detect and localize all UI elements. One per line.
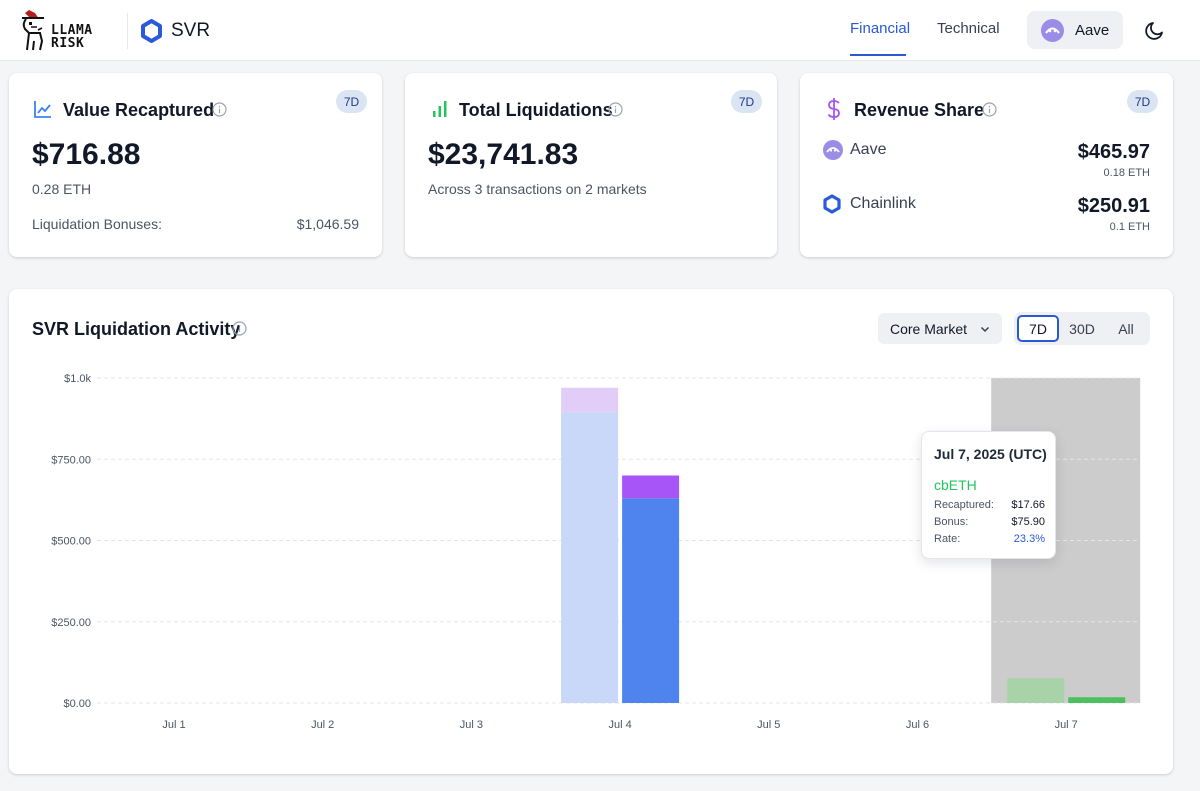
total-liquidations-amount: $23,741.83 bbox=[428, 138, 579, 171]
period-badge: 7D bbox=[1127, 90, 1158, 113]
y-tick-label: $1.0k bbox=[64, 373, 91, 385]
product-name: SVR bbox=[171, 20, 211, 41]
bar-segment bbox=[561, 387, 619, 413]
liquidation-activity-title: SVR Liquidation Activity bbox=[32, 319, 241, 339]
svr-brand[interactable]: SVR bbox=[141, 18, 210, 44]
theme-toggle-button[interactable] bbox=[1143, 18, 1167, 42]
tooltip-label: Rate: bbox=[934, 533, 961, 545]
tab-financial[interactable]: Financial bbox=[850, 20, 911, 37]
value-recaptured-title: Value Recaptured bbox=[63, 100, 215, 120]
bar-segment bbox=[1068, 697, 1126, 703]
logo-text-line1: LLAMA bbox=[51, 23, 93, 38]
tooltip-label: Recaptured: bbox=[934, 499, 994, 511]
line-chart-icon bbox=[34, 101, 51, 118]
tooltip-value: 23.3% bbox=[1013, 533, 1045, 545]
x-tick-label: Jul 6 bbox=[906, 719, 929, 731]
protocol-label: Aave bbox=[1075, 21, 1110, 39]
tooltip-row-bonus: Bonus: $75.90 bbox=[934, 516, 1045, 528]
tooltip-value: $17.66 bbox=[1011, 499, 1045, 511]
info-icon[interactable] bbox=[232, 321, 247, 336]
y-tick-label: $750.00 bbox=[51, 454, 91, 466]
chevron-down-icon bbox=[981, 326, 990, 332]
y-tick-label: $250.00 bbox=[51, 617, 91, 629]
revenue-share-usd-chainlink: $250.91 bbox=[1077, 195, 1150, 217]
bar-segment bbox=[561, 412, 619, 703]
value-recaptured-amount: $716.88 bbox=[32, 138, 141, 171]
aave-ghost-icon bbox=[823, 140, 843, 160]
revenue-share-eth-chainlink: 0.1 ETH bbox=[1109, 221, 1150, 233]
market-select-value: Core Market bbox=[890, 320, 968, 337]
tooltip-row-rate: Rate: 23.3% bbox=[934, 533, 1045, 545]
logo-text-line2: RISK bbox=[51, 36, 85, 51]
moon-icon bbox=[1145, 22, 1163, 40]
tooltip-row-recaptured: Recaptured: $17.66 bbox=[934, 499, 1045, 511]
x-tick-label: Jul 4 bbox=[608, 719, 631, 731]
value-recaptured-card bbox=[9, 73, 382, 257]
range-all-button[interactable]: All bbox=[1118, 320, 1134, 337]
dollar-icon bbox=[827, 98, 840, 120]
chainlink-hexagon-icon bbox=[141, 19, 162, 43]
bar-segment bbox=[622, 498, 680, 703]
value-recaptured-eth: 0.28 ETH bbox=[32, 181, 92, 197]
liquidation-bonuses-value: $1,046.59 bbox=[296, 216, 359, 232]
bar-chart-icon bbox=[433, 101, 447, 117]
total-liquidations-description: Across 3 transactions on 2 markets bbox=[428, 181, 647, 197]
header-divider bbox=[127, 13, 128, 49]
total-liquidations-title: Total Liquidations bbox=[459, 100, 613, 120]
x-tick-label: Jul 1 bbox=[162, 719, 185, 731]
info-icon[interactable] bbox=[608, 102, 623, 117]
tooltip-value: $75.90 bbox=[1011, 516, 1045, 528]
x-tick-label: Jul 7 bbox=[1055, 719, 1078, 731]
chainlink-hexagon-icon bbox=[823, 194, 841, 214]
chart-tooltip: Jul 7, 2025 (UTC) cbETH Recaptured: $17.… bbox=[921, 431, 1056, 559]
aave-ghost-icon bbox=[1041, 18, 1064, 42]
llama-risk-logo[interactable]: LLAMA RISK bbox=[18, 10, 98, 52]
market-select[interactable]: Core Market bbox=[878, 313, 1002, 344]
tooltip-label: Bonus: bbox=[934, 516, 969, 528]
y-tick-label: $500.00 bbox=[51, 536, 91, 548]
tooltip-date: Jul 7, 2025 (UTC) bbox=[934, 446, 1047, 462]
revenue-share-name-aave: Aave bbox=[850, 141, 887, 158]
range-30d-button[interactable]: 30D bbox=[1069, 320, 1095, 337]
tooltip-asset: cbETH bbox=[934, 477, 977, 493]
x-tick-label: Jul 2 bbox=[311, 719, 334, 731]
top-header: LLAMA RISK SVR Financial Technical Aave bbox=[0, 0, 1200, 61]
revenue-share-eth-aave: 0.18 ETH bbox=[1103, 167, 1150, 179]
bar-segment bbox=[1007, 678, 1065, 703]
x-tick-label: Jul 5 bbox=[757, 719, 780, 731]
x-tick-label: Jul 3 bbox=[460, 719, 483, 731]
active-tab-indicator bbox=[850, 54, 906, 56]
period-badge: 7D bbox=[731, 90, 762, 113]
revenue-share-name-chainlink: Chainlink bbox=[850, 195, 916, 212]
llama-icon bbox=[22, 10, 44, 51]
y-tick-label: $0.00 bbox=[63, 698, 91, 710]
bar-segment bbox=[622, 475, 680, 499]
time-range-toggle: 7D 30D All bbox=[1014, 312, 1150, 345]
revenue-share-usd-aave: $465.97 bbox=[1077, 141, 1150, 163]
info-icon[interactable] bbox=[212, 102, 227, 117]
range-7d-button[interactable]: 7D bbox=[1017, 315, 1059, 342]
period-badge: 7D bbox=[336, 90, 367, 113]
revenue-share-title: Revenue Share bbox=[854, 100, 985, 120]
info-icon[interactable] bbox=[982, 102, 997, 117]
tab-technical[interactable]: Technical bbox=[937, 20, 1000, 37]
liquidation-bonuses-label: Liquidation Bonuses: bbox=[32, 216, 162, 232]
protocol-selector-button[interactable]: Aave bbox=[1027, 11, 1123, 49]
total-liquidations-card bbox=[405, 73, 777, 257]
